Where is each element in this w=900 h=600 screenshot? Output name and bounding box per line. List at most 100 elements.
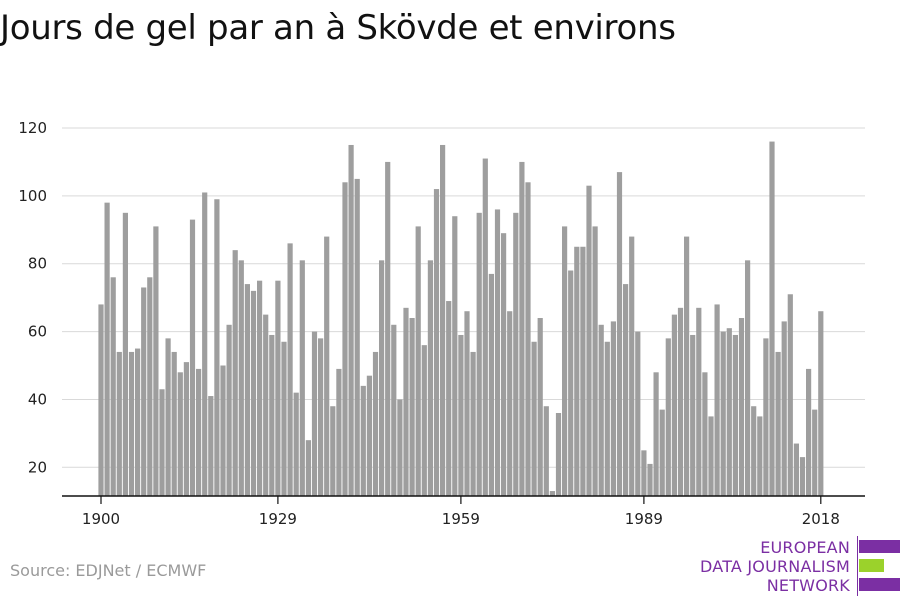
bar-2001 [714, 304, 720, 496]
bar-1932 [293, 392, 299, 496]
bar-1965 [494, 209, 501, 496]
bar-1940 [342, 182, 348, 497]
bar-1990 [647, 463, 653, 496]
bar-1980 [586, 185, 592, 496]
bar-1907 [141, 287, 147, 496]
bar-1957 [446, 301, 452, 496]
bar-1910 [159, 389, 165, 496]
bar-1922 [232, 250, 238, 496]
bar-1997 [690, 334, 696, 496]
bars [98, 141, 824, 497]
bar-1928 [269, 334, 275, 496]
logo-divider [857, 536, 858, 596]
bar-1943 [360, 385, 366, 496]
bar-1970 [525, 182, 531, 497]
bar-1900 [98, 304, 104, 496]
bar-2010 [769, 141, 775, 496]
bar-1954 [427, 260, 433, 496]
bar-1944 [366, 375, 372, 496]
bar-1903 [116, 351, 122, 496]
bar-1904 [122, 212, 128, 496]
bar-1995 [677, 307, 684, 496]
bar-1948 [391, 324, 397, 496]
bar-1968 [513, 212, 519, 496]
bar-1978 [574, 246, 580, 496]
bar-1981 [592, 226, 598, 496]
bar-1911 [165, 338, 171, 496]
bar-1992 [659, 409, 665, 496]
bar-1962 [476, 212, 482, 496]
y-tick-label: 80 [28, 255, 47, 273]
bar-2018 [818, 311, 824, 496]
bar-1960 [464, 311, 470, 496]
bar-1942 [354, 178, 360, 496]
y-tick-label: 120 [18, 119, 47, 137]
bar-2014 [793, 443, 799, 496]
bar-1927 [263, 314, 269, 496]
bar-1977 [568, 270, 574, 496]
bar-1991 [653, 372, 659, 496]
bar-1982 [598, 324, 604, 496]
bar-1912 [171, 351, 177, 496]
bar-1996 [684, 236, 690, 496]
y-axis-ticks: 20 40 60 80 100 120 [18, 119, 47, 476]
bar-1993 [665, 338, 671, 496]
bar-1916 [196, 368, 202, 496]
bar-2012 [781, 321, 787, 496]
bar-1989 [641, 450, 647, 496]
chart-title: Jours de gel par an à Skövde et environs [0, 8, 676, 48]
bar-1984 [610, 321, 616, 496]
bar-1905 [128, 351, 135, 496]
logo-line-european: EUROPEAN [760, 538, 850, 557]
bar-1921 [226, 324, 232, 496]
bar-2006 [745, 260, 751, 496]
logo-line-network: NETWORK [766, 576, 850, 595]
y-tick-label: 100 [18, 187, 47, 205]
x-tick-label: 1959 [442, 510, 480, 528]
y-tick-label: 60 [28, 323, 47, 341]
bar-1909 [153, 226, 159, 496]
bar-1963 [482, 158, 488, 497]
x-tick-label: 1900 [82, 510, 120, 528]
bar-1936 [318, 338, 324, 496]
bar-1959 [458, 334, 464, 496]
bar-1937 [324, 236, 330, 496]
x-axis-ticks: 1900 1929 1959 1989 2018 [82, 496, 840, 528]
bar-1969 [519, 161, 525, 496]
bar-1967 [507, 311, 513, 496]
bar-1966 [501, 233, 507, 496]
bar-1955 [433, 189, 440, 496]
bar-1976 [562, 226, 568, 496]
bar-1961 [470, 351, 476, 496]
bar-1979 [580, 246, 586, 496]
bar-1999 [702, 372, 708, 496]
bar-1933 [299, 260, 305, 496]
bar-2005 [738, 318, 745, 496]
bar-1987 [629, 236, 635, 496]
bar-1914 [183, 362, 189, 496]
bar-1938 [330, 406, 336, 496]
bar-1925 [250, 290, 257, 496]
bar-1953 [421, 345, 427, 496]
bar-1972 [537, 318, 543, 496]
bar-1917 [202, 192, 208, 496]
bar-1964 [488, 273, 494, 496]
bar-1958 [452, 216, 458, 496]
bar-1902 [110, 277, 116, 496]
bar-1956 [440, 144, 446, 496]
bar-1901 [104, 202, 110, 496]
bar-1915 [189, 219, 196, 497]
bar-1939 [336, 368, 342, 496]
bar-1924 [244, 284, 250, 496]
bar-1950 [403, 307, 409, 496]
x-tick-label: 1929 [259, 510, 297, 528]
bar-2004 [732, 334, 738, 496]
bar-1952 [415, 226, 421, 496]
bar-1913 [177, 372, 183, 496]
edjnet-logo: EUROPEAN DATA JOURNALISM NETWORK [700, 536, 900, 596]
bar-1926 [257, 280, 263, 496]
x-tick-label: 2018 [802, 510, 840, 528]
bar-1908 [147, 277, 153, 496]
bar-1941 [348, 144, 354, 496]
bar-1973 [543, 406, 549, 496]
